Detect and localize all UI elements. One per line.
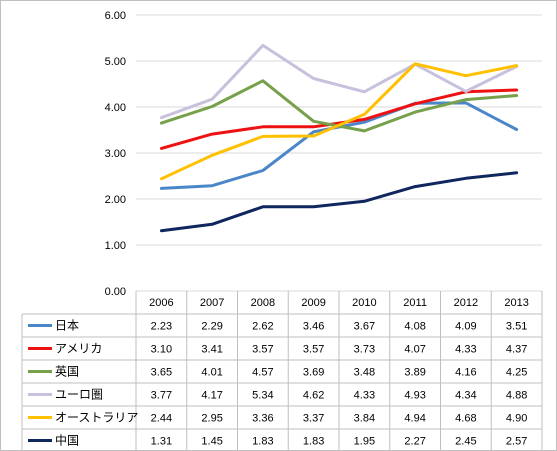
data-label: 3.65 [151, 367, 172, 379]
data-label: 2.95 [201, 413, 222, 425]
data-label: 4.37 [506, 344, 527, 356]
legend-label: アメリカ [55, 342, 102, 356]
data-label: 3.41 [201, 344, 222, 356]
data-table: 2006 2007 2008 2009 2010 2011 2012 2013 日本 2.23 2.… [21, 291, 543, 451]
data-label: 3.69 [303, 367, 324, 379]
data-label: 3.67 [354, 321, 375, 333]
data-label: 4.17 [201, 390, 222, 402]
legend-label: 中国 [55, 433, 79, 448]
data-label: 4.25 [506, 367, 527, 379]
series-lines [159, 43, 519, 233]
data-label: 1.31 [151, 436, 172, 448]
data-label: 4.09 [455, 321, 476, 333]
data-label: 3.36 [252, 413, 273, 425]
data-label: 1.45 [201, 436, 222, 448]
data-label: 3.77 [151, 390, 172, 402]
gridlines [136, 14, 542, 292]
legend-label: ユーロ圏 [55, 388, 103, 402]
legend-label: 日本 [55, 319, 79, 333]
data-label: 2.27 [404, 436, 425, 448]
data-label: 3.10 [151, 344, 172, 356]
data-label: 2.29 [201, 321, 222, 333]
data-label: 4.68 [455, 413, 476, 425]
series-line-4 [159, 43, 519, 120]
data-label: 2.62 [252, 321, 273, 333]
data-label: 4.33 [455, 344, 476, 356]
category-label: 2010 [352, 297, 376, 309]
y-tick-label: 3.00 [105, 148, 126, 160]
data-label: 1.83 [303, 436, 324, 448]
data-label: 3.51 [506, 321, 527, 333]
data-label: 4.94 [404, 413, 425, 425]
data-label: 4.93 [404, 390, 425, 402]
y-axis-tick-labels: 0.00 1.00 2.00 3.00 4.00 5.00 6.00 [105, 10, 126, 298]
data-label: 2.44 [151, 413, 172, 425]
data-label: 3.89 [404, 367, 425, 379]
category-label: 2009 [301, 297, 325, 309]
data-label: 4.90 [506, 413, 527, 425]
data-label: 3.73 [354, 344, 375, 356]
data-label: 4.62 [303, 390, 324, 402]
series-line-6 [159, 171, 519, 233]
category-label: 2011 [403, 297, 427, 309]
data-label: 1.83 [252, 436, 273, 448]
y-tick-label: 1.00 [105, 240, 126, 252]
data-label: 4.08 [404, 321, 425, 333]
data-label: 4.16 [455, 367, 476, 379]
data-label: 3.84 [354, 413, 375, 425]
category-label: 2008 [251, 297, 275, 309]
series-line-5 [159, 62, 519, 181]
y-tick-label: 0.00 [105, 286, 126, 298]
data-label: 3.37 [303, 413, 324, 425]
data-label: 3.57 [303, 344, 324, 356]
data-label: 4.34 [455, 390, 476, 402]
data-label: 2.45 [455, 436, 476, 448]
data-label: 3.48 [354, 367, 375, 379]
data-label: 3.46 [303, 321, 324, 333]
category-label: 2007 [200, 297, 224, 309]
category-label: 2012 [454, 297, 478, 309]
data-label: 4.33 [354, 390, 375, 402]
data-label: 4.88 [506, 390, 527, 402]
category-label: 2013 [504, 297, 528, 309]
y-tick-label: 5.00 [105, 56, 126, 68]
data-label: 4.01 [201, 367, 222, 379]
data-label: 3.57 [252, 344, 273, 356]
y-tick-label: 2.00 [105, 194, 126, 206]
series-line-2 [159, 88, 519, 150]
data-label: 1.95 [354, 436, 375, 448]
category-label: 2006 [149, 297, 173, 309]
y-tick-label: 4.00 [105, 102, 126, 114]
legend-label: 英国 [55, 365, 79, 379]
y-tick-label: 6.00 [105, 10, 126, 22]
data-label: 4.57 [252, 367, 273, 379]
data-label: 5.34 [252, 390, 273, 402]
data-label: 2.57 [506, 436, 527, 448]
data-label: 4.07 [404, 344, 425, 356]
legend-label: オーストラリア [55, 411, 138, 425]
data-label: 2.23 [151, 321, 172, 333]
